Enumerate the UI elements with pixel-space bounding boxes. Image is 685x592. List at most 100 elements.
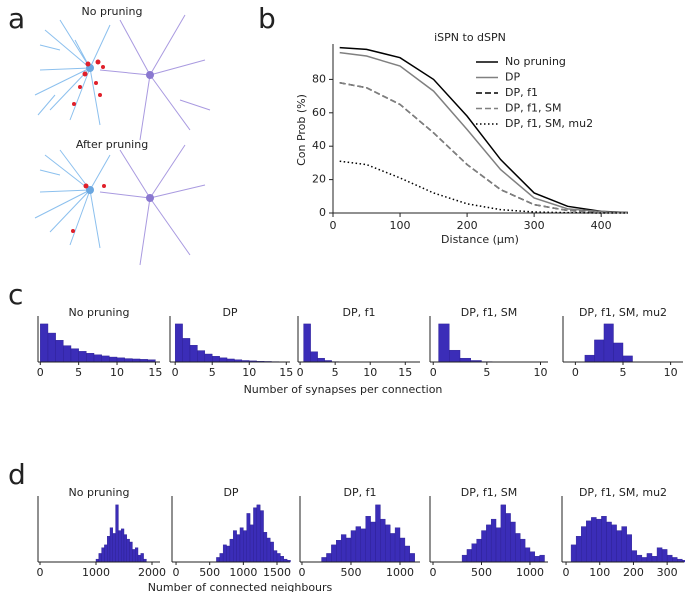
- chart-title: DP, f1, SM, mu2: [579, 306, 667, 319]
- panel-letter: a: [8, 2, 25, 35]
- histogram-bar: [661, 549, 668, 563]
- histogram-bar: [375, 504, 381, 563]
- histogram-bar: [124, 358, 133, 363]
- neuron-title: No pruning: [82, 5, 143, 18]
- x-tick-label: 10: [242, 366, 256, 379]
- histogram-bar: [495, 527, 502, 563]
- x-tick-label: 0: [572, 366, 579, 379]
- histogram-bar: [263, 532, 268, 563]
- histogram-bar: [197, 350, 206, 363]
- x-tick-label: 300: [657, 566, 678, 579]
- histogram-bar: [115, 504, 119, 563]
- chart-title: DP: [223, 486, 238, 499]
- histogram-bar: [672, 557, 678, 563]
- histogram-bar: [449, 349, 461, 363]
- histogram-bar: [505, 513, 511, 563]
- x-tick-label: 15: [279, 366, 293, 379]
- histogram-bar: [55, 340, 64, 363]
- histogram-bar: [303, 323, 311, 363]
- chart-title: No pruning: [69, 486, 130, 499]
- histogram-bar: [47, 332, 56, 363]
- x-tick-label: 0: [37, 366, 44, 379]
- x-tick-label: 0: [298, 566, 305, 579]
- histogram-bar: [520, 538, 526, 563]
- histogram-bar: [276, 553, 281, 563]
- histogram-bar: [594, 339, 605, 363]
- x-tick-label: 0: [430, 566, 437, 579]
- histogram-bar: [591, 517, 597, 563]
- histogram-bar: [611, 524, 617, 563]
- histogram-bar: [389, 533, 396, 563]
- chart-title: DP, f1, SM, mu2: [579, 486, 667, 499]
- x-tick-label: 15: [398, 366, 412, 379]
- histogram-bar: [581, 526, 587, 563]
- x-tick-label: 100: [589, 566, 610, 579]
- x-tick-label: 5: [209, 366, 216, 379]
- histogram-bar: [120, 528, 125, 563]
- legend-label: No pruning: [505, 55, 566, 68]
- chart-title: DP, f1: [343, 306, 376, 319]
- x-tick-label: 1000: [229, 566, 257, 579]
- histogram-bar: [636, 554, 643, 563]
- x-tick-label: 10: [664, 366, 678, 379]
- histogram-bar: [107, 536, 111, 563]
- neuron-title: After pruning: [76, 138, 148, 151]
- x-tick-label: 500: [199, 566, 220, 579]
- histogram-bar: [539, 554, 545, 563]
- x-tick-label: 0: [563, 566, 570, 579]
- histogram-bar: [404, 545, 411, 563]
- x-tick-label: 400: [591, 219, 612, 232]
- histogram-bar: [646, 553, 653, 563]
- histogram-bar: [174, 323, 183, 363]
- histogram-bar: [86, 353, 95, 363]
- y-tick-label: 80: [312, 72, 326, 85]
- x-axis-label: Number of synapses per connection: [244, 383, 443, 396]
- histogram-bar: [490, 518, 497, 563]
- histogram-bar: [226, 545, 231, 563]
- histogram-bar: [380, 518, 386, 563]
- legend-label: DP, f1, SM: [505, 102, 561, 115]
- y-tick-label: 40: [312, 139, 326, 152]
- y-tick-label: 60: [312, 106, 326, 119]
- histogram-bar: [104, 544, 108, 563]
- x-tick-label: 200: [457, 219, 478, 232]
- histogram-bar: [651, 556, 658, 563]
- histogram-bar: [515, 533, 521, 563]
- histogram-bar: [126, 538, 130, 563]
- x-tick-label: 15: [148, 366, 162, 379]
- histogram-bar: [182, 338, 191, 363]
- histogram-bar: [212, 356, 220, 363]
- x-tick-label: 5: [620, 366, 627, 379]
- histogram-bar: [109, 356, 118, 363]
- histogram-bar: [524, 547, 531, 563]
- histogram-bar: [500, 504, 506, 563]
- histogram-bar: [481, 530, 487, 563]
- chart-title: DP, f1: [344, 486, 377, 499]
- panel-letter: c: [8, 278, 23, 311]
- neuron-morphology: [34, 14, 211, 266]
- histogram-bar: [534, 556, 540, 563]
- histogram-bar: [98, 553, 102, 563]
- line-series: [339, 51, 629, 214]
- chart-title: DP, f1, SM: [461, 306, 517, 319]
- y-tick-label: 20: [312, 173, 326, 186]
- chart-title: No pruning: [69, 306, 130, 319]
- histogram-bar: [118, 530, 122, 563]
- histogram-bar: [626, 534, 632, 563]
- histogram-bar: [63, 345, 72, 363]
- legend-label: DP, f1, SM, mu2: [505, 117, 593, 130]
- histogram-bar: [317, 357, 325, 363]
- x-tick-label: 0: [330, 219, 337, 232]
- histogram-bar: [70, 348, 79, 363]
- histogram-bar: [233, 530, 237, 563]
- histogram-bar: [123, 534, 127, 563]
- histogram-bar: [266, 537, 271, 563]
- histogram-bar: [140, 553, 144, 563]
- histogram-bar: [355, 526, 361, 563]
- histogram-bar: [631, 550, 638, 563]
- histogram-bar: [78, 351, 87, 363]
- x-tick-label: 500: [340, 566, 361, 579]
- histogram-bar: [40, 323, 49, 363]
- panel-letter: b: [258, 2, 276, 35]
- histogram-bar: [461, 554, 468, 563]
